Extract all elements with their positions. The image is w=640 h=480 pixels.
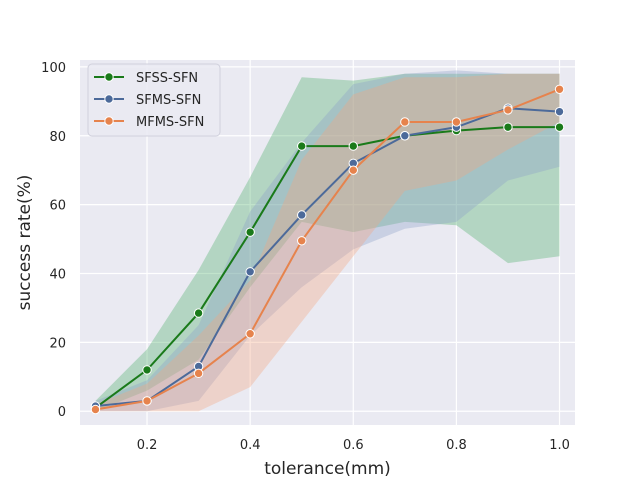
series-markers (90, 84, 565, 415)
data-point-1 (245, 267, 255, 277)
data-point-1 (554, 106, 565, 117)
legend-marker-0 (104, 72, 114, 82)
data-point-1 (400, 131, 410, 141)
legend: SFSS-SFN SFMS-SFN MFMS-SFN (87, 63, 221, 137)
data-point-2 (400, 117, 410, 127)
data-point-1 (297, 210, 307, 220)
series-line-2 (95, 88, 560, 411)
data-point-0 (554, 122, 565, 132)
x-tick-label: 1.0 (549, 438, 570, 453)
data-point-0 (142, 365, 152, 375)
x-axis-ticks: 0.2 0.4 0.6 0.8 1.0 (137, 438, 570, 453)
data-point-0 (297, 141, 307, 151)
data-point-2 (503, 105, 513, 115)
x-tick-label: 0.6 (343, 438, 364, 453)
legend-label-0: SFSS-SFN (136, 71, 198, 86)
confidence-bands (95, 70, 560, 412)
y-tick-label: 100 (41, 61, 66, 76)
data-point-0 (245, 227, 255, 237)
legend-label-1: SFMS-SFN (136, 93, 201, 108)
legend-label-2: MFMS-SFN (136, 115, 204, 130)
data-point-2 (90, 404, 101, 415)
x-tick-label: 0.4 (240, 438, 261, 453)
y-tick-label: 0 (58, 405, 66, 420)
legend-frame (87, 63, 221, 137)
series-line-0 (94, 126, 560, 409)
series-line-1 (95, 107, 560, 408)
y-axis-title: success rate(%) (15, 175, 35, 311)
data-point-0 (193, 308, 204, 318)
grid-lines (80, 60, 575, 425)
data-point-2 (297, 236, 307, 246)
x-tick-label: 0.8 (446, 438, 467, 453)
data-point-2 (193, 368, 204, 379)
x-tick-label: 0.2 (137, 438, 158, 453)
data-point-0 (503, 122, 513, 132)
confidence-band-0 (95, 73, 560, 412)
series-lines (94, 88, 560, 411)
data-point-2 (142, 396, 152, 406)
confidence-band-1 (95, 70, 560, 412)
y-tick-label: 60 (49, 199, 66, 214)
y-axis-ticks: 0 20 40 60 80 100 (41, 61, 66, 420)
data-point-2 (245, 329, 255, 339)
confidence-band-2 (95, 73, 560, 412)
y-tick-label: 20 (49, 336, 66, 351)
legend-marker-1 (104, 94, 114, 104)
legend-marker-2 (104, 116, 114, 126)
data-point-2 (554, 84, 565, 94)
data-point-2 (451, 117, 462, 127)
y-tick-label: 40 (49, 267, 66, 282)
data-point-0 (348, 141, 358, 151)
data-point-2 (348, 165, 358, 175)
x-axis-title: tolerance(mm) (264, 459, 391, 479)
y-tick-label: 80 (49, 130, 66, 145)
